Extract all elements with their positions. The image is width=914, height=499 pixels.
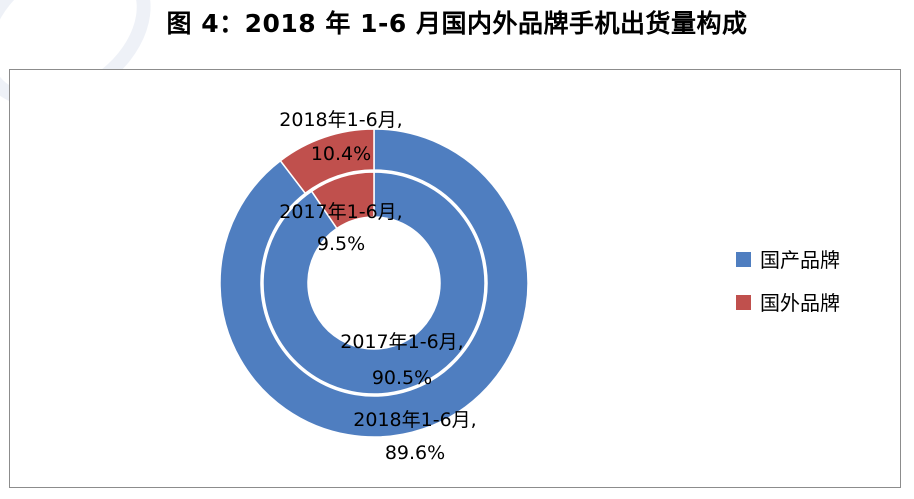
legend: 国产品牌 国外品牌 — [736, 248, 840, 315]
label-outer-domestic-value: 89.6% — [385, 442, 445, 464]
label-inner-domestic-value: 90.5% — [372, 367, 432, 389]
legend-swatch-foreign — [736, 295, 751, 310]
slice-inner-foreign — [310, 171, 375, 230]
slice-outer-domestic — [219, 128, 529, 438]
legend-label-foreign: 国外品牌 — [760, 291, 840, 315]
label-outer-domestic-period: 2018年1-6月, — [353, 409, 476, 431]
slice-inner-domestic — [262, 171, 486, 395]
legend-label-domestic: 国产品牌 — [760, 248, 840, 272]
label-inner-foreign-value: 9.5% — [317, 233, 365, 255]
label-inner-foreign-period: 2017年1-6月, — [279, 201, 402, 223]
slices-group — [219, 128, 529, 438]
label-outer-foreign-period: 2018年1-6月, — [279, 109, 402, 131]
label-inner-domestic-period: 2017年1-6月, — [340, 331, 463, 353]
label-outer-foreign-value: 10.4% — [311, 143, 371, 165]
slice-outer-foreign — [279, 128, 375, 195]
legend-swatch-domestic — [736, 252, 751, 267]
chart-title: 图 4：2018 年 1-6 月国内外品牌手机出货量构成 — [166, 9, 748, 38]
